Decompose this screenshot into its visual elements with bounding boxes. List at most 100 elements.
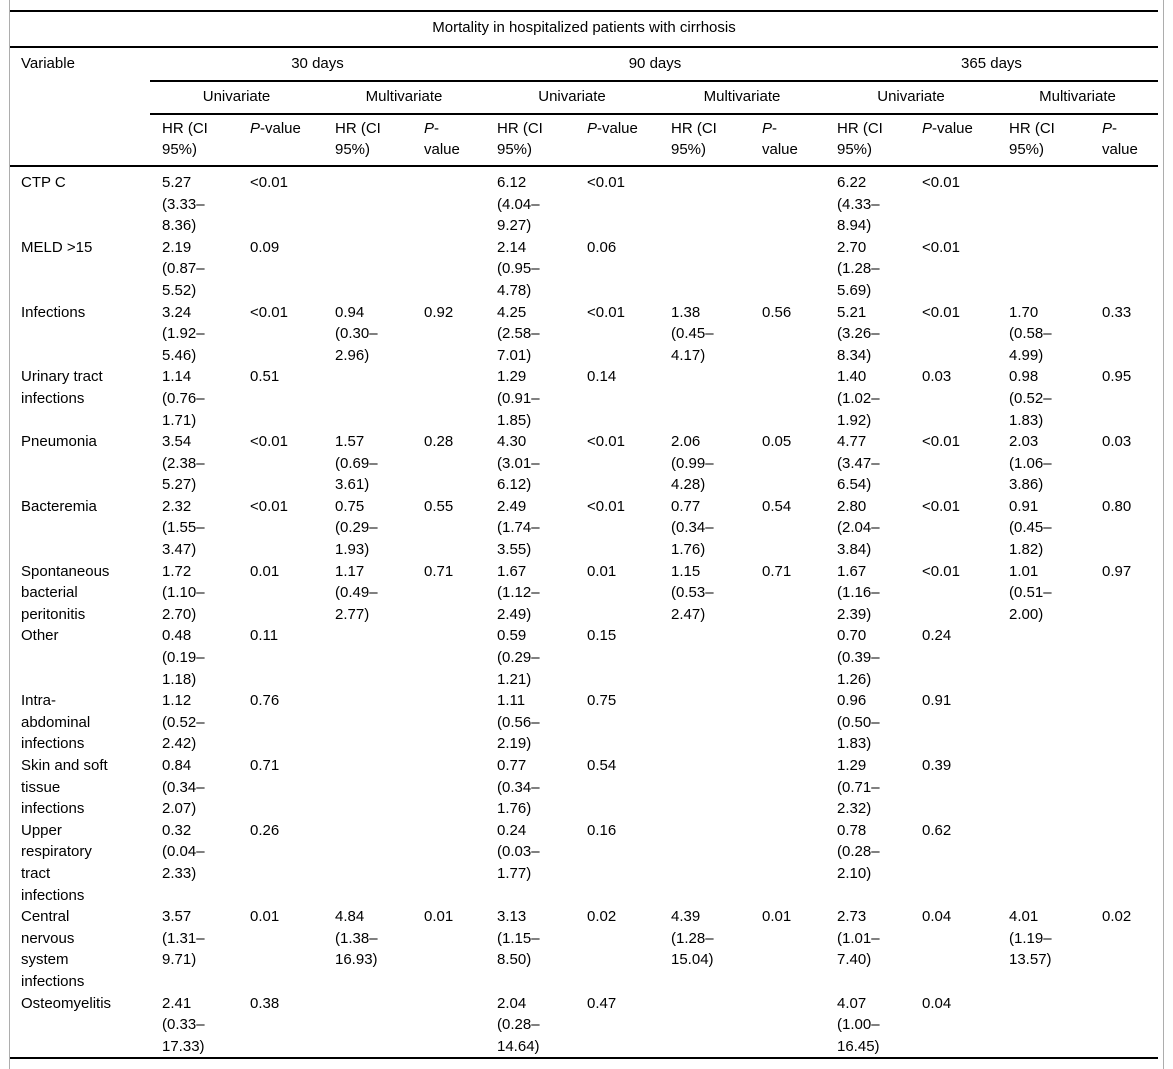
cell: 1.67 (1.12– 2.49) (497, 562, 540, 623)
cell: 0.01 (250, 562, 280, 580)
column-header-hr: HR (CI 95%) (825, 113, 910, 167)
cell (997, 820, 1090, 906)
cell: 0.04 (922, 994, 952, 1012)
cell: 0.06 (587, 238, 617, 256)
cell (412, 166, 485, 237)
column-header-hr: HR (CI 95%) (485, 113, 575, 167)
cell: 1.15 (0.53– 2.47) (671, 562, 714, 623)
cell (412, 625, 485, 690)
column-header-pvalue: P- value (750, 113, 825, 167)
cell: 0.80 (1102, 497, 1132, 515)
cell: 0.38 (250, 994, 280, 1012)
cell (323, 820, 412, 906)
cell: 1.01 (0.51– 2.00) (1009, 562, 1052, 623)
table-row: Other 0.48 (0.19– 1.18) 0.11 0.59 (0.29–… (10, 625, 1158, 690)
row-label: Infections (21, 303, 86, 321)
cell: 0.05 (762, 433, 792, 451)
cell: 0.03 (1102, 433, 1132, 451)
cell (750, 690, 825, 755)
cell (997, 690, 1090, 755)
cell (1090, 237, 1158, 302)
cell: 4.07 (1.00– 16.45) (837, 994, 880, 1055)
cell: 3.24 (1.92– 5.46) (162, 303, 205, 364)
cell: 1.38 (0.45– 4.17) (671, 303, 714, 364)
cell (750, 820, 825, 906)
row-label: Urinary tract infections (21, 368, 103, 407)
cell (659, 820, 750, 906)
column-group-30-days: 30 days (150, 46, 485, 83)
cell: <0.01 (922, 433, 960, 451)
cell: 4.30 (3.01– 6.12) (497, 433, 540, 494)
cell (659, 690, 750, 755)
column-header-pvalue: P-value (910, 113, 997, 167)
cell (997, 166, 1090, 237)
cell (323, 166, 412, 237)
cell (659, 625, 750, 690)
cell: 0.39 (922, 757, 952, 774)
column-header-pvalue: P- value (1090, 113, 1158, 167)
cell: 0.02 (587, 908, 617, 926)
cell: <0.01 (250, 433, 288, 451)
cell (750, 993, 825, 1059)
cell: 1.11 (0.56– 2.19) (497, 692, 540, 753)
header-row-timeframes: Variable 30 days 90 days 365 days (10, 46, 1158, 167)
cell: 0.94 (0.30– 2.96) (335, 303, 378, 364)
column-header-pvalue: P- value (412, 113, 485, 167)
cell: 0.76 (250, 692, 280, 710)
cell: 2.03 (1.06– 3.86) (1009, 433, 1052, 494)
column-header-hr: HR (CI 95%) (997, 113, 1090, 167)
cell: 0.04 (922, 908, 952, 926)
cell (659, 755, 750, 820)
cell (659, 237, 750, 302)
cell: 3.57 (1.31– 9.71) (162, 908, 205, 969)
table-frame: Mortality in hospitalized patients with … (9, 0, 1164, 1069)
cell (323, 690, 412, 755)
row-label: MELD >15 (21, 238, 93, 256)
cell: <0.01 (922, 173, 960, 191)
cell: <0.01 (250, 303, 288, 321)
row-label: Other (21, 627, 59, 645)
cell (1090, 166, 1158, 237)
cell: 0.97 (1102, 562, 1132, 580)
cell: 2.70 (1.28– 5.69) (837, 238, 880, 299)
column-header-pvalue: P-value (575, 113, 659, 167)
cell: 0.03 (922, 368, 952, 386)
table-row: Upper respiratory tract infections 0.32 … (10, 820, 1158, 906)
cell (997, 993, 1090, 1059)
column-header-hr: HR (CI 95%) (150, 113, 238, 167)
cell: 0.51 (250, 368, 280, 386)
table-row: Urinary tract infections 1.14 (0.76– 1.7… (10, 366, 1158, 431)
cell (997, 755, 1090, 820)
cell: 1.67 (1.16– 2.39) (837, 562, 880, 623)
cell (750, 366, 825, 431)
cell (1090, 690, 1158, 755)
cell (323, 993, 412, 1059)
cell: 0.01 (587, 562, 617, 580)
cell: 0.59 (0.29– 1.21) (497, 627, 540, 688)
cell (412, 237, 485, 302)
cell: <0.01 (922, 562, 960, 580)
cell: 0.01 (250, 908, 280, 926)
cell: 0.33 (1102, 303, 1132, 321)
row-label: Pneumonia (21, 433, 97, 451)
cell: 0.62 (922, 821, 952, 839)
cell: 0.26 (250, 821, 280, 839)
cell: 2.80 (2.04– 3.84) (837, 497, 880, 559)
table-row: Central nervous system infections 3.57 (… (10, 906, 1158, 992)
cell: 0.70 (0.39– 1.26) (837, 627, 880, 688)
cell (323, 237, 412, 302)
cell: 0.75 (0.29– 1.93) (335, 497, 378, 559)
cell: 0.77 (0.34– 1.76) (671, 497, 714, 559)
row-label: Osteomyelitis (21, 994, 112, 1012)
cell: 4.39 (1.28– 15.04) (671, 908, 714, 969)
cell: 0.55 (424, 497, 454, 515)
cell: <0.01 (587, 173, 625, 191)
cell: 0.96 (0.50– 1.83) (837, 692, 880, 753)
cell: 0.09 (250, 238, 280, 256)
cell: 1.29 (0.91– 1.85) (497, 368, 540, 429)
column-group-90-multivariate: Multivariate (659, 81, 825, 115)
table-row: Pneumonia 3.54 (2.38– 5.27) <0.01 1.57 (… (10, 431, 1158, 496)
column-header-hr: HR (CI 95%) (659, 113, 750, 167)
cell: 0.16 (587, 821, 617, 839)
